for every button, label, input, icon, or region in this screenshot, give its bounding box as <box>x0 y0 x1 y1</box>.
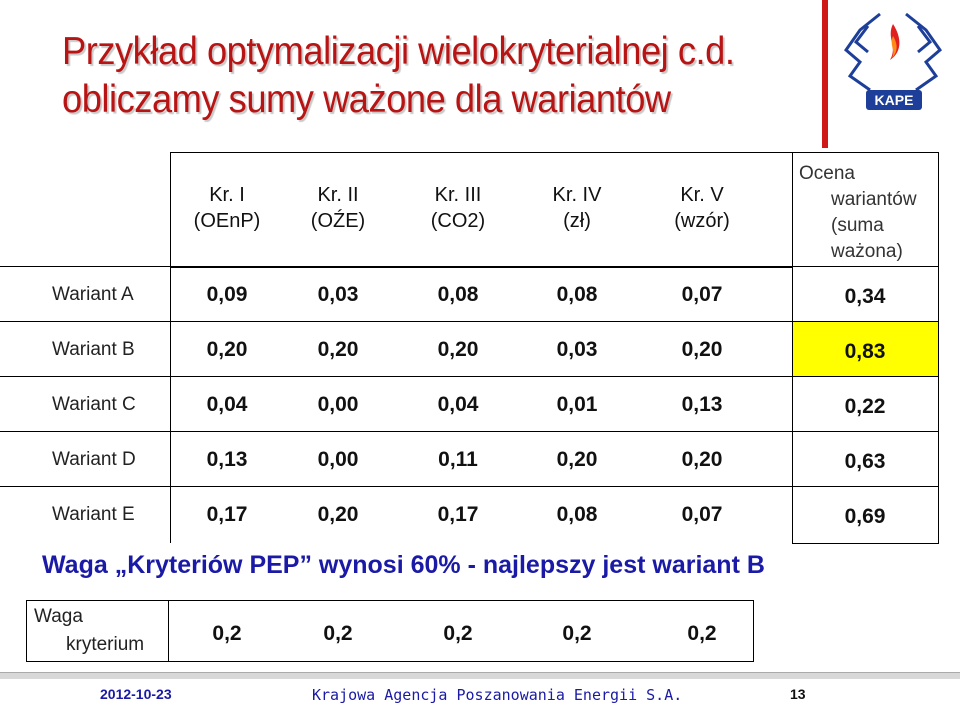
criterion-name: Kr. V <box>680 184 724 206</box>
footer-page-number: 13 <box>790 686 806 702</box>
score-header: Ocena wariantów (suma ważona) <box>792 152 939 268</box>
criterion-header: Kr. I (OEnP) <box>172 182 282 234</box>
title-line-2: obliczamy sumy ważone dla wariantów <box>62 78 671 121</box>
row-label: Wariant C <box>52 394 136 415</box>
table-cell: 0,01 <box>556 393 598 416</box>
score-value: 0,63 <box>844 450 886 473</box>
accent-bar <box>822 0 828 148</box>
table-cell: 0,17 <box>437 503 479 526</box>
slide-title: Przykład optymalizacji wielokryterialnej… <box>62 28 735 124</box>
table-cell: 0,08 <box>437 283 479 306</box>
criterion-sub: (CO2) <box>430 210 486 232</box>
score-cell-box <box>792 486 939 544</box>
score-value: 0,69 <box>844 505 886 528</box>
table-cell: 0,09 <box>206 283 248 306</box>
grid-line <box>0 321 938 322</box>
grid-line <box>0 266 938 267</box>
score-value: 0,22 <box>844 395 886 418</box>
table-cell: 0,08 <box>556 503 598 526</box>
weight-value: 0,2 <box>562 622 592 645</box>
table-cell: 0,20 <box>317 503 359 526</box>
table-cell: 0,13 <box>206 448 248 471</box>
weight-value: 0,2 <box>687 622 717 645</box>
criterion-sub: (OEnP) <box>193 210 261 232</box>
criterion-sub: (OŹE) <box>310 210 366 232</box>
row-label: Wariant E <box>52 504 135 525</box>
grid-line <box>0 376 938 377</box>
criterion-sub: (wzór) <box>674 210 730 232</box>
row-label: Wariant B <box>52 339 135 360</box>
grid-line <box>0 431 938 432</box>
score-header-l3: (suma <box>831 215 884 236</box>
logo-text: KAPE <box>875 92 914 108</box>
weights-label-l2: kryterium <box>66 634 145 655</box>
grid-line <box>0 486 938 487</box>
score-value: 0,83 <box>844 340 886 363</box>
criterion-header: Kr. IV (zł) <box>522 182 632 234</box>
table-cell: 0,04 <box>437 393 479 416</box>
footer-rule <box>0 672 960 679</box>
criterion-name: Kr. III <box>434 184 482 206</box>
table-cell: 0,11 <box>438 448 478 471</box>
weights-label-l1: Waga <box>34 606 83 627</box>
criterion-header: Kr. III (CO2) <box>403 182 513 234</box>
row-label: Wariant D <box>52 449 136 470</box>
weight-value: 0,2 <box>443 622 473 645</box>
criterion-name: Kr. IV <box>552 184 602 206</box>
criterion-header: Kr. V (wzór) <box>647 182 757 234</box>
footer-org: Krajowa Agencja Poszanowania Energii S.A… <box>312 686 683 704</box>
criterion-name: Kr. I <box>209 184 245 206</box>
table-cell: 0,20 <box>681 338 723 361</box>
table-cell: 0,03 <box>556 338 598 361</box>
table-cell: 0,03 <box>317 283 359 306</box>
table-cell: 0,08 <box>556 283 598 306</box>
score-header-l2: wariantów <box>831 189 917 210</box>
title-line-1: Przykład optymalizacji wielokryterialnej… <box>62 30 735 73</box>
criterion-sub: (zł) <box>563 210 591 232</box>
table-cell: 0,20 <box>556 448 598 471</box>
grid-line <box>170 152 171 543</box>
table-cell: 0,07 <box>681 503 723 526</box>
table-cell: 0,20 <box>317 338 359 361</box>
kape-logo-icon: KAPE <box>843 12 943 110</box>
summary-text: Waga „Kryteriów PEP” wynosi 60% - najlep… <box>42 551 765 579</box>
footer-date: 2012-10-23 <box>100 686 172 702</box>
score-header-l1: Ocena <box>799 163 855 184</box>
row-label: Wariant A <box>52 284 134 305</box>
score-value: 0,34 <box>844 285 886 308</box>
table-cell: 0,20 <box>206 338 248 361</box>
table-cell: 0,00 <box>317 448 359 471</box>
table-cell: 0,13 <box>681 393 723 416</box>
table-cell: 0,20 <box>437 338 479 361</box>
weights-values-box <box>168 600 754 662</box>
table-cell: 0,00 <box>317 393 359 416</box>
table-cell: 0,20 <box>681 448 723 471</box>
weight-value: 0,2 <box>212 622 242 645</box>
table-cell: 0,07 <box>681 283 723 306</box>
criterion-name: Kr. II <box>317 184 359 206</box>
weight-value: 0,2 <box>323 622 353 645</box>
table-cell: 0,04 <box>206 393 248 416</box>
table-cell: 0,17 <box>206 503 248 526</box>
criterion-header: Kr. II (OŹE) <box>283 182 393 234</box>
score-header-l4: ważona) <box>831 241 903 262</box>
